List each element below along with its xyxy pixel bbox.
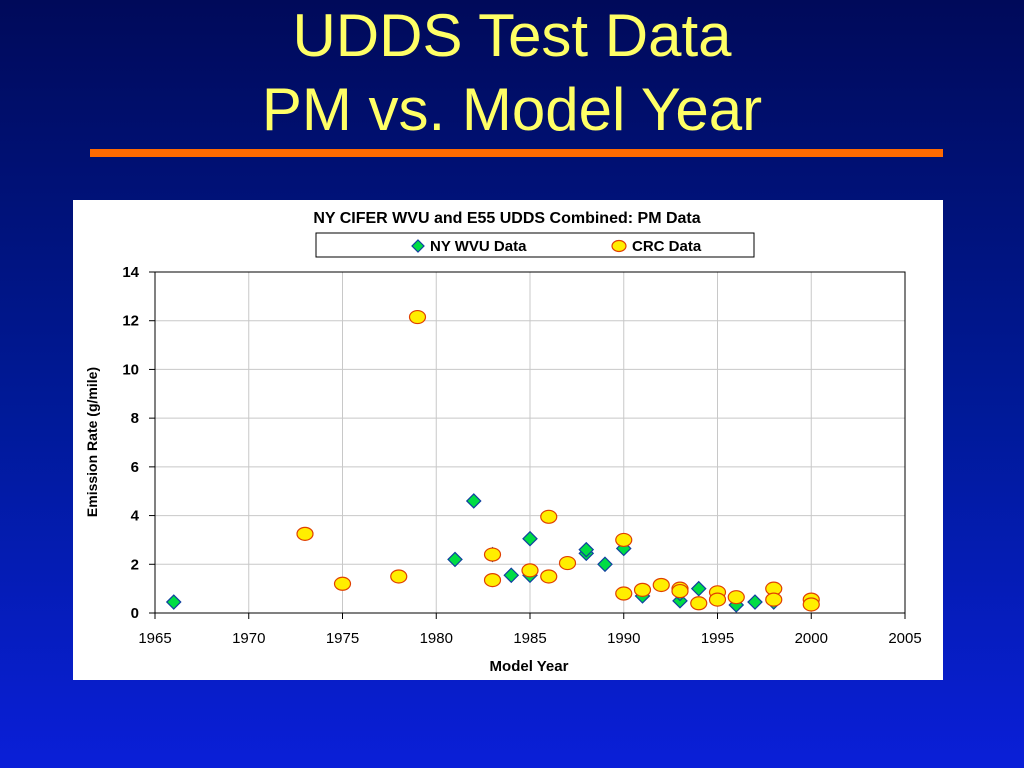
crc-point xyxy=(558,555,577,571)
x-tick-label: 1995 xyxy=(701,630,734,647)
crc-point xyxy=(727,590,745,605)
legend-marker-crc xyxy=(611,239,627,253)
plot-area-border xyxy=(154,271,906,614)
y-tick-label: 6 xyxy=(131,459,139,476)
x-tick-label: 1985 xyxy=(513,630,546,647)
crc-point xyxy=(690,596,708,611)
x-tick-label: 1970 xyxy=(232,630,265,647)
ny-wvu-point xyxy=(690,580,707,597)
crc-point xyxy=(633,582,652,597)
crc-point xyxy=(333,576,352,591)
crc-point xyxy=(390,569,408,584)
crc-point xyxy=(483,573,502,588)
slide-title-line2: PM vs. Model Year xyxy=(261,76,763,143)
chart-panel xyxy=(73,200,943,680)
ny-wvu-point xyxy=(503,567,520,584)
y-tick-label: 4 xyxy=(131,508,140,525)
y-tick-label: 0 xyxy=(131,605,139,622)
crc-point xyxy=(521,563,539,578)
x-tick-label: 2000 xyxy=(795,630,828,647)
ny-wvu-point xyxy=(597,556,613,573)
legend-label-ny-wvu: NY WVU Data xyxy=(430,238,527,255)
y-tick-label: 10 xyxy=(122,361,139,378)
legend: NY WVU Data CRC Data xyxy=(315,232,755,258)
ny-wvu-point xyxy=(578,541,595,558)
crc-point xyxy=(540,509,558,524)
crc-point xyxy=(296,526,314,541)
ny-wvu-point xyxy=(447,551,463,568)
x-tick-label: 1990 xyxy=(607,630,640,647)
ny-wvu-point xyxy=(747,594,763,610)
x-tick-label: 1975 xyxy=(326,630,359,647)
y-tick-label: 14 xyxy=(122,264,139,281)
title-underline xyxy=(90,149,943,157)
crc-point xyxy=(540,569,558,584)
crc-point xyxy=(615,532,633,548)
x-tick-label: 1980 xyxy=(420,630,453,647)
crc-point xyxy=(615,586,633,601)
legend-marker-ny-wvu xyxy=(411,239,425,253)
crc-point xyxy=(652,577,670,593)
ny-wvu-point xyxy=(465,493,482,509)
x-axis-label: Model Year xyxy=(490,658,569,675)
y-tick-label: 8 xyxy=(131,410,139,427)
crc-point xyxy=(802,597,820,612)
crc-point xyxy=(708,592,727,607)
ny-wvu-point xyxy=(165,594,182,610)
slide-title-line1: UDDS Test Data xyxy=(292,2,732,69)
chart-title: NY CIFER WVU and E55 UDDS Combined: PM D… xyxy=(313,210,700,227)
y-tick-label: 12 xyxy=(122,313,139,330)
crc-point xyxy=(671,583,689,599)
crc-point xyxy=(483,547,502,562)
x-tick-label: 2005 xyxy=(888,630,921,647)
legend-label-crc: CRC Data xyxy=(632,238,702,255)
x-tick-label: 1965 xyxy=(138,630,171,647)
y-axis-label: Emission Rate (g/mile) xyxy=(84,367,100,517)
crc-point xyxy=(765,592,783,607)
ny-wvu-point xyxy=(522,530,538,547)
y-tick-label: 2 xyxy=(131,556,139,573)
crc-point xyxy=(408,309,427,325)
